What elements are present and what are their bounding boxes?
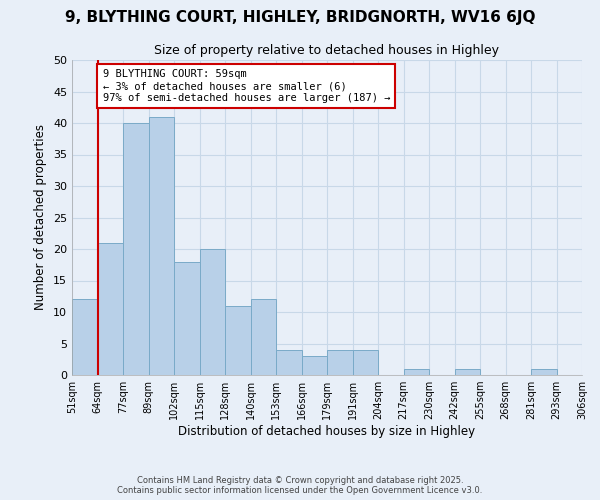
Bar xyxy=(72,300,97,375)
Text: 9, BLYTHING COURT, HIGHLEY, BRIDGNORTH, WV16 6JQ: 9, BLYTHING COURT, HIGHLEY, BRIDGNORTH, … xyxy=(65,10,535,25)
Title: Size of property relative to detached houses in Highley: Size of property relative to detached ho… xyxy=(155,44,499,58)
Text: Contains HM Land Registry data © Crown copyright and database right 2025.
Contai: Contains HM Land Registry data © Crown c… xyxy=(118,476,482,495)
Bar xyxy=(174,262,199,375)
Y-axis label: Number of detached properties: Number of detached properties xyxy=(34,124,47,310)
Bar xyxy=(276,350,302,375)
Bar xyxy=(327,350,353,375)
Bar xyxy=(199,249,225,375)
Bar xyxy=(455,368,480,375)
Bar xyxy=(531,368,557,375)
Bar xyxy=(404,368,429,375)
Bar xyxy=(251,300,276,375)
Bar xyxy=(123,123,149,375)
X-axis label: Distribution of detached houses by size in Highley: Distribution of detached houses by size … xyxy=(178,425,476,438)
Bar xyxy=(225,306,251,375)
Bar xyxy=(149,116,174,375)
Text: 9 BLYTHING COURT: 59sqm
← 3% of detached houses are smaller (6)
97% of semi-deta: 9 BLYTHING COURT: 59sqm ← 3% of detached… xyxy=(103,70,390,102)
Bar xyxy=(97,242,123,375)
Bar xyxy=(353,350,378,375)
Bar xyxy=(302,356,327,375)
